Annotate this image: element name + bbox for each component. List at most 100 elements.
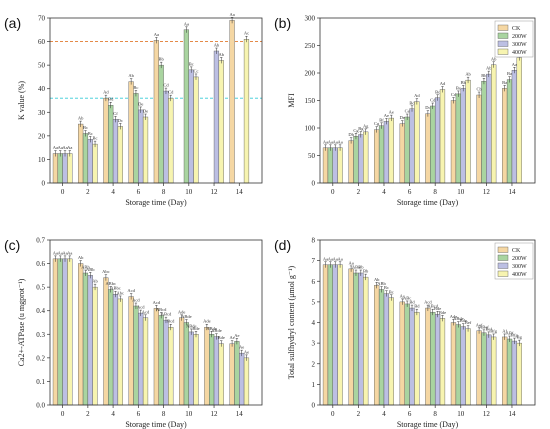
x-tick-label: 4 — [382, 188, 386, 196]
x-tick-label: 14 — [236, 410, 244, 418]
x-tick-label: 6 — [408, 410, 412, 418]
y-tick-label: 7 — [312, 257, 316, 265]
y-tick-label: 0.4 — [36, 307, 45, 315]
significance-label: Ade — [450, 314, 458, 319]
significance-label: Cd — [430, 98, 436, 103]
bar — [348, 268, 354, 406]
legend-swatch — [497, 270, 509, 277]
x-axis-title: Storage time (Day) — [125, 198, 187, 207]
y-tick-label: 10 — [38, 156, 46, 164]
significance-label: Ab — [465, 72, 471, 77]
significance-label: Bfg — [490, 328, 498, 333]
significance-label: Bg — [358, 126, 364, 131]
bar — [358, 134, 364, 184]
bar — [142, 317, 149, 406]
bar — [332, 264, 338, 406]
bar — [404, 303, 410, 406]
y-tick-label: 150 — [305, 97, 316, 105]
panel-c: (c) AaAbAbcAcdAcdAdeAdeAeAaABbABbcAcdABcd… — [4, 237, 263, 429]
bar — [332, 147, 338, 184]
significance-label: ABbc — [105, 281, 116, 286]
bar — [409, 108, 415, 184]
bar — [476, 330, 482, 406]
significance-label: Cc — [194, 68, 199, 73]
x-tick-label: 2 — [357, 188, 361, 196]
significance-label: Aa — [62, 250, 67, 255]
significance-label: Cg — [353, 128, 359, 133]
significance-label: ABde — [206, 326, 217, 331]
y-tick-label: 40 — [38, 85, 46, 93]
x-tick-label: 2 — [86, 188, 90, 196]
bar — [374, 129, 380, 184]
bar — [92, 286, 98, 406]
bar — [67, 153, 73, 184]
significance-label: Aa — [53, 145, 58, 150]
significance-label: ABc — [403, 295, 411, 300]
significance-label: Bb — [363, 269, 369, 274]
x-tick-label: 4 — [111, 188, 115, 196]
y-tick-label: 30 — [38, 109, 46, 117]
bar — [348, 140, 354, 184]
y-tick-label: 20 — [38, 132, 46, 140]
bar — [78, 123, 84, 184]
significance-label: Aa — [337, 256, 342, 261]
bar — [163, 90, 169, 184]
bar — [502, 88, 508, 184]
bar — [491, 64, 497, 184]
significance-label: Bb — [481, 73, 487, 78]
x-tick-label: 6 — [408, 188, 412, 196]
significance-label: ABb — [377, 281, 386, 286]
significance-label: Bc — [189, 61, 194, 66]
x-tick-label: 10 — [457, 188, 465, 196]
legend-swatch — [497, 40, 509, 47]
significance-label: Aa — [67, 145, 72, 150]
significance-label: Ab — [491, 56, 497, 61]
significance-label: Dc — [425, 105, 430, 110]
significance-label: Bd — [409, 100, 415, 105]
bar — [511, 70, 518, 184]
bar — [465, 79, 471, 184]
bar — [358, 272, 364, 406]
significance-label: Aef — [476, 322, 483, 327]
significance-label: Aa — [58, 145, 63, 150]
y-tick-label: 2 — [312, 360, 316, 368]
legend-label: CK — [512, 26, 521, 32]
bar — [218, 343, 224, 406]
y-tick-label: 0.5 — [36, 284, 45, 292]
bar — [404, 116, 410, 184]
significance-label: Dc — [118, 118, 123, 123]
panel-a: (a)AaAbAdAbAaAaAaBcBdBcBbAaAaBcCfDeCdBcA… — [4, 12, 263, 207]
bar — [434, 97, 441, 184]
significance-label: Bd — [414, 304, 420, 309]
x-tick-label: 10 — [185, 188, 193, 196]
bar — [399, 301, 405, 406]
legend-swatch — [497, 32, 509, 39]
x-tick-label: 2 — [357, 410, 361, 418]
significance-label: Abc — [117, 290, 125, 295]
significance-label: Bcd — [167, 319, 175, 324]
y-tick-label: 60 — [38, 38, 46, 46]
bar — [516, 57, 522, 184]
significance-label: Bc — [389, 289, 394, 294]
significance-label: Dh — [348, 132, 354, 137]
significance-label: Ae — [234, 333, 239, 338]
significance-label: Bef — [486, 326, 493, 331]
y-tick-label: 0.3 — [36, 331, 45, 339]
significance-label: Ade — [203, 319, 211, 324]
y-tick-label: 0.1 — [36, 378, 45, 386]
bar — [502, 336, 508, 406]
significance-label: De — [143, 109, 148, 114]
y-tick-label: 250 — [305, 42, 316, 50]
significance-label: Aa — [328, 256, 333, 261]
significance-label: Bde — [434, 306, 441, 311]
significance-label: Aa — [337, 139, 342, 144]
bar — [243, 39, 250, 184]
bar — [218, 60, 224, 184]
x-tick-label: 8 — [162, 188, 166, 196]
bar — [117, 126, 123, 184]
bar — [353, 136, 359, 184]
significance-label: Ae — [229, 335, 234, 340]
y-tick-label: 0 — [42, 180, 46, 188]
y-axis-title: Total sulfhydryl content (μmol g⁻¹) — [287, 265, 296, 379]
